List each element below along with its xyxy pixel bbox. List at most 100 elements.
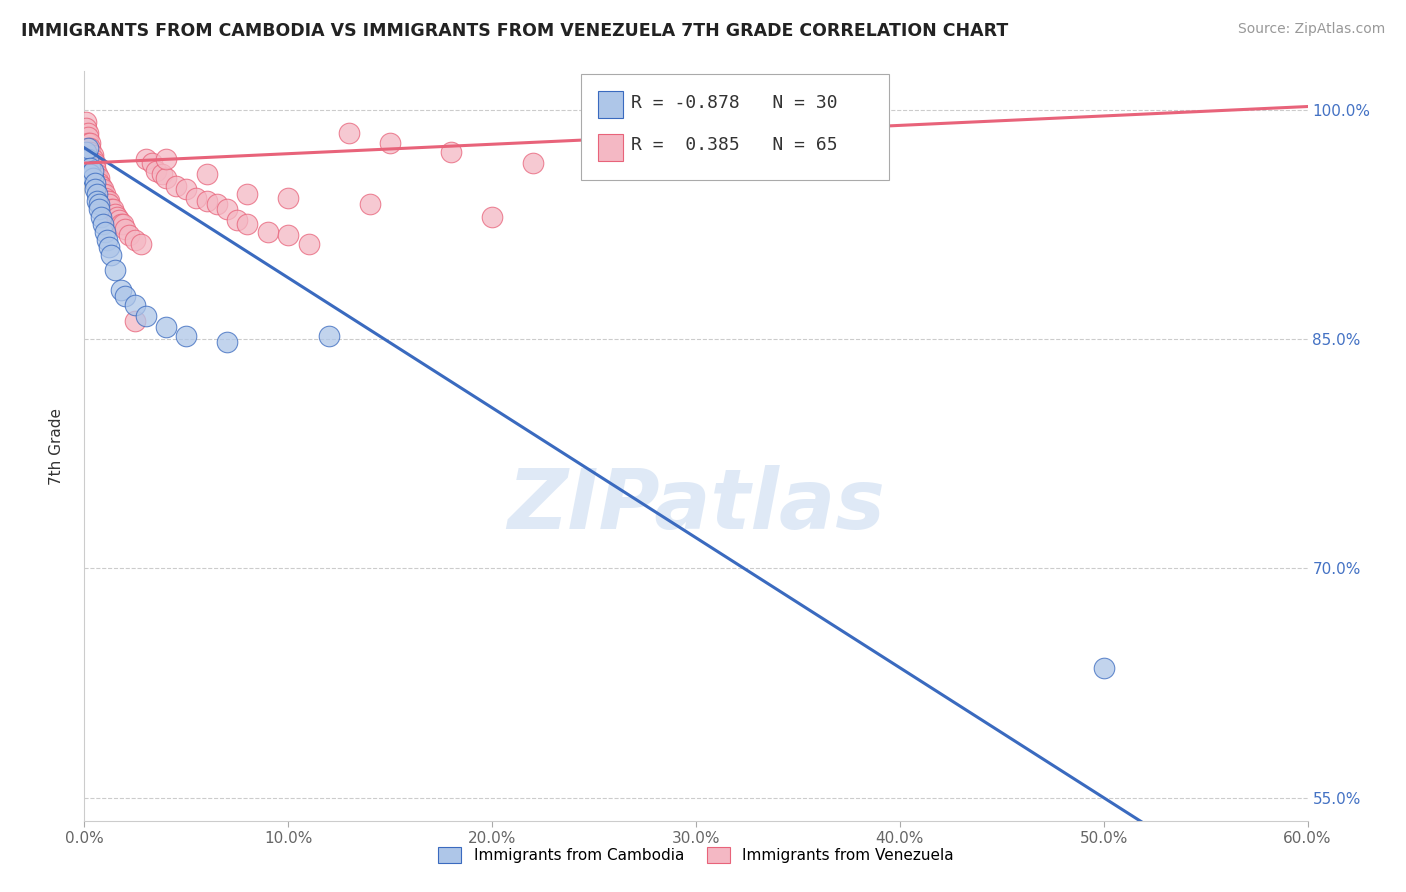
Point — [79, 145, 101, 160]
Point — [226, 212, 249, 227]
Point — [87, 202, 110, 216]
Point — [83, 156, 105, 170]
Point — [97, 240, 120, 254]
Point — [82, 163, 104, 178]
Point — [217, 334, 239, 349]
Point — [86, 194, 108, 209]
Point — [114, 222, 136, 236]
Point — [96, 194, 118, 209]
Point — [155, 319, 177, 334]
Point — [82, 156, 104, 170]
Point — [174, 182, 197, 196]
Point — [104, 263, 127, 277]
Point — [277, 191, 299, 205]
Point — [155, 171, 177, 186]
Point — [174, 329, 197, 343]
Point — [75, 145, 97, 160]
Point — [93, 191, 115, 205]
Text: ZIPatlas: ZIPatlas — [508, 466, 884, 547]
Point — [79, 141, 101, 155]
Point — [83, 161, 105, 175]
Point — [124, 313, 146, 327]
Point — [83, 176, 105, 190]
Point — [141, 156, 163, 170]
Point — [90, 210, 112, 224]
Point — [77, 141, 100, 155]
Point — [93, 225, 115, 239]
Point — [150, 167, 173, 181]
Point — [236, 217, 259, 231]
Point — [277, 227, 299, 242]
Point — [77, 126, 100, 140]
Point — [77, 130, 100, 145]
Point — [522, 156, 544, 170]
Point — [82, 171, 104, 186]
Point — [91, 182, 114, 196]
Point — [165, 179, 187, 194]
Point — [380, 136, 402, 151]
Point — [257, 225, 280, 239]
Point — [112, 217, 135, 231]
Point — [87, 197, 110, 211]
Point — [79, 161, 101, 175]
Point — [186, 191, 208, 205]
Point — [195, 194, 218, 209]
Point — [91, 186, 114, 201]
Point — [79, 167, 101, 181]
Point — [83, 182, 105, 196]
Point — [75, 120, 97, 135]
Point — [91, 217, 114, 231]
Point — [318, 329, 340, 343]
Point — [124, 298, 146, 312]
Legend: Immigrants from Cambodia, Immigrants from Venezuela: Immigrants from Cambodia, Immigrants fro… — [432, 841, 960, 869]
Point — [86, 167, 108, 181]
Point — [82, 152, 104, 166]
Point — [82, 148, 104, 162]
Point — [75, 115, 97, 129]
Point — [104, 206, 127, 220]
Point — [339, 126, 361, 140]
Point — [86, 171, 108, 186]
Point — [87, 171, 110, 186]
Point — [195, 167, 218, 181]
Point — [77, 136, 100, 151]
Point — [93, 186, 115, 201]
Point — [205, 197, 228, 211]
Point — [100, 202, 122, 216]
Point — [77, 152, 100, 166]
Point — [481, 210, 503, 224]
Point — [87, 176, 110, 190]
Y-axis label: 7th Grade: 7th Grade — [49, 408, 63, 484]
Point — [118, 227, 141, 242]
Point — [135, 309, 157, 323]
Point — [135, 152, 157, 166]
Point — [86, 186, 108, 201]
Text: Source: ZipAtlas.com: Source: ZipAtlas.com — [1237, 22, 1385, 37]
Point — [145, 163, 167, 178]
Point — [114, 289, 136, 303]
Point — [236, 186, 259, 201]
Point — [131, 237, 153, 252]
Point — [97, 197, 120, 211]
Text: R =  0.385   N = 65: R = 0.385 N = 65 — [631, 136, 838, 154]
Point — [90, 179, 112, 194]
Text: IMMIGRANTS FROM CAMBODIA VS IMMIGRANTS FROM VENEZUELA 7TH GRADE CORRELATION CHAR: IMMIGRANTS FROM CAMBODIA VS IMMIGRANTS F… — [21, 22, 1008, 40]
Point — [97, 194, 120, 209]
Point — [217, 202, 239, 216]
Point — [108, 212, 131, 227]
Point — [155, 152, 177, 166]
Point — [79, 136, 101, 151]
Point — [359, 197, 381, 211]
Point — [1092, 661, 1115, 675]
Point — [90, 182, 112, 196]
Point — [83, 167, 105, 181]
Point — [100, 248, 122, 262]
Point — [110, 283, 132, 297]
Point — [124, 233, 146, 247]
Point — [298, 237, 321, 252]
Point — [105, 210, 128, 224]
Point — [440, 145, 463, 160]
Point — [96, 233, 118, 247]
Text: R = -0.878   N = 30: R = -0.878 N = 30 — [631, 94, 838, 112]
Point — [110, 217, 132, 231]
